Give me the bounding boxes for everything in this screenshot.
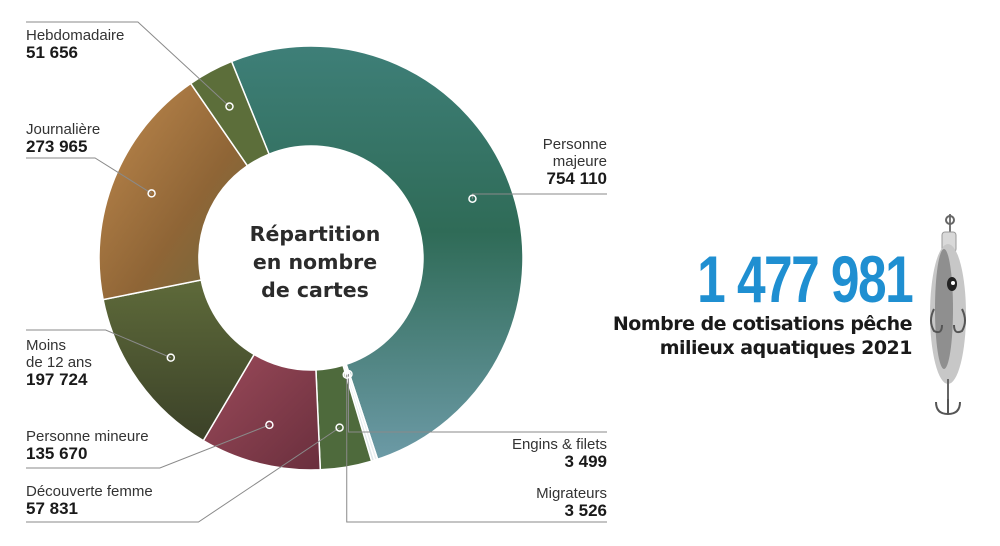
chart-title-line-3: de cartes <box>261 278 369 302</box>
label-value: 754 110 <box>546 169 607 188</box>
label-value: 197 724 <box>26 370 88 389</box>
label-journaliere: Journalière 273 965 <box>26 121 100 155</box>
label-moins-12-ans: Moins de 12 ans 197 724 <box>26 337 92 388</box>
leader-line-decouverte-femme <box>26 427 340 523</box>
label-engins-filets: Engins & filets 3 499 <box>512 436 607 470</box>
label-personne-mineure: Personne mineure 135 670 <box>26 428 149 462</box>
slice-journaliere <box>98 82 249 301</box>
label-value: 3 499 <box>564 452 607 471</box>
label-value: 135 670 <box>26 444 88 463</box>
label-name-2: majeure <box>552 153 607 170</box>
label-decouverte-femme: Découverte femme 57 831 <box>26 483 153 517</box>
leader-dot-personne-majeure <box>468 194 477 203</box>
leader-dot-decouverte-femme <box>335 423 344 432</box>
label-personne-majeure: Personne majeure 754 110 <box>543 136 607 187</box>
label-value: 57 831 <box>26 499 78 518</box>
label-name-2: de 12 ans <box>26 354 92 371</box>
label-name: Personne <box>542 136 607 153</box>
label-name: Découverte femme <box>26 483 153 500</box>
leader-line-hebdomadaire <box>26 21 230 107</box>
leader-line-personne-mineure <box>26 424 270 469</box>
leader-line-moins-12 <box>26 329 171 359</box>
label-value: 273 965 <box>26 137 88 156</box>
fishing-lure-icon <box>930 214 966 416</box>
leader-dot-personne-mineure <box>265 420 274 430</box>
leader-dot-moins-12 <box>166 353 176 362</box>
label-hebdomadaire: Hebdomadaire 51 656 <box>26 27 124 61</box>
leader-line-journaliere <box>26 157 152 194</box>
label-name: Journalière <box>26 121 101 138</box>
chart-title: Répartition en nombre de cartes <box>210 220 420 304</box>
total-caption-line-1: Nombre de cotisations pêche <box>612 313 913 335</box>
leader-dot-hebdomadaire <box>225 102 234 111</box>
label-name: Personne mineure <box>26 428 149 445</box>
label-value: 51 656 <box>26 43 78 62</box>
total-block: 1 477 981 Nombre de cotisations pêche mi… <box>612 242 914 360</box>
label-name: Engins & filets <box>511 436 607 453</box>
label-name: Hebdomadaire <box>26 27 125 44</box>
leader-line-personne-majeure <box>471 193 607 199</box>
total-caption-line-2: milieux aquatiques 2021 <box>659 337 913 359</box>
chart-title-line-1: Répartition <box>249 222 381 246</box>
chart-title-line-2: en nombre <box>252 250 378 274</box>
leader-dot-journaliere <box>147 189 156 198</box>
donut-hole <box>199 146 423 370</box>
label-migrateurs: Migrateurs 3 526 <box>536 485 607 519</box>
leader-line-migrateurs <box>346 374 607 523</box>
label-name: Migrateurs <box>536 485 607 502</box>
total-number: 1 477 981 <box>697 242 914 316</box>
label-name: Moins <box>26 337 67 354</box>
leader-line-engins-filets <box>347 374 607 433</box>
label-value: 3 526 <box>564 501 607 520</box>
leader-dot-migrateurs <box>342 370 351 379</box>
